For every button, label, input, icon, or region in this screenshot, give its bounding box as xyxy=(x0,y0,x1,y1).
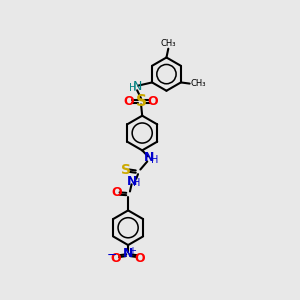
Text: O: O xyxy=(135,252,146,266)
Text: CH₃: CH₃ xyxy=(160,38,176,47)
Text: N: N xyxy=(126,175,137,188)
Text: O: O xyxy=(111,186,122,199)
Text: N: N xyxy=(132,80,142,93)
Text: S: S xyxy=(121,163,131,177)
Text: O: O xyxy=(148,94,158,108)
Text: N: N xyxy=(144,152,154,164)
Text: H: H xyxy=(134,178,141,188)
Text: H: H xyxy=(129,83,137,93)
Text: S: S xyxy=(136,94,146,109)
Text: CH₃: CH₃ xyxy=(191,79,206,88)
Text: O: O xyxy=(124,94,134,108)
Text: N: N xyxy=(123,247,133,260)
Text: O: O xyxy=(111,252,122,266)
Text: +: + xyxy=(128,246,136,256)
Text: H: H xyxy=(151,154,158,165)
Text: −: − xyxy=(107,249,117,262)
